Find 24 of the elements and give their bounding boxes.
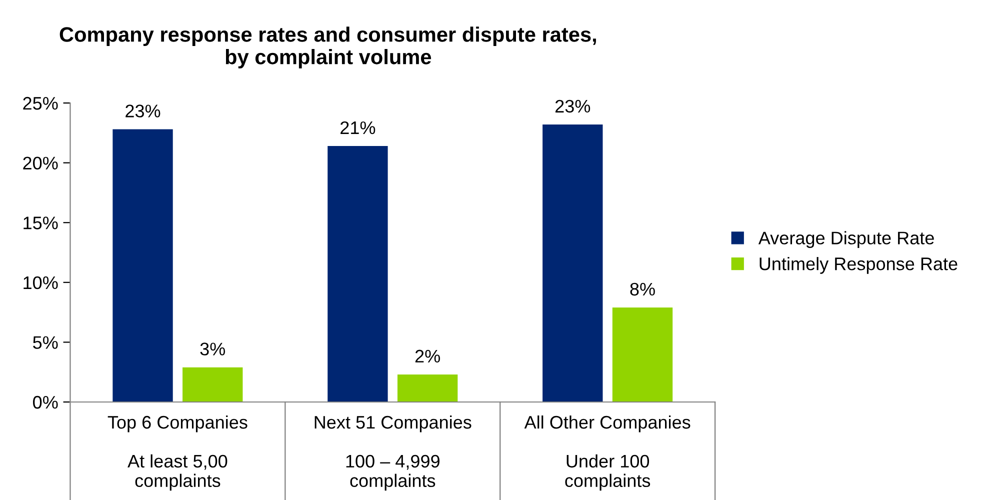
- category-label: All Other Companies Under 100 complaints: [524, 415, 690, 491]
- data-label: 21%: [340, 121, 376, 134]
- data-label: 2%: [415, 350, 440, 363]
- legend-label: Untimely Response Rate: [760, 257, 958, 274]
- bar: [397, 374, 458, 402]
- bar: [328, 146, 388, 402]
- legend-label: Average Dispute Rate: [758, 231, 934, 248]
- data-label: 3%: [200, 342, 226, 356]
- y-tick-label: 5%: [33, 336, 58, 349]
- y-tick-label: 25%: [23, 96, 58, 110]
- data-label: 8%: [630, 282, 655, 296]
- bar: [112, 129, 173, 402]
- y-tick-label: 0%: [33, 396, 58, 409]
- category-label: Top 6 Companies At least 5,00 complaints: [108, 415, 248, 491]
- y-tick-label: 10%: [24, 276, 58, 290]
- data-label: 23%: [555, 100, 590, 113]
- data-label: 23%: [126, 104, 160, 118]
- y-tick-label: 20%: [23, 156, 58, 170]
- y-tick-label: 15%: [24, 216, 58, 230]
- bar: [542, 124, 603, 402]
- chart-title: Company response rates and consumer dispute rates, by complaint volume: [60, 26, 596, 68]
- category-label: Next 51 Companies 100 – 4,999 complaints: [314, 415, 472, 491]
- bar: [612, 308, 673, 402]
- bar: [182, 367, 243, 402]
